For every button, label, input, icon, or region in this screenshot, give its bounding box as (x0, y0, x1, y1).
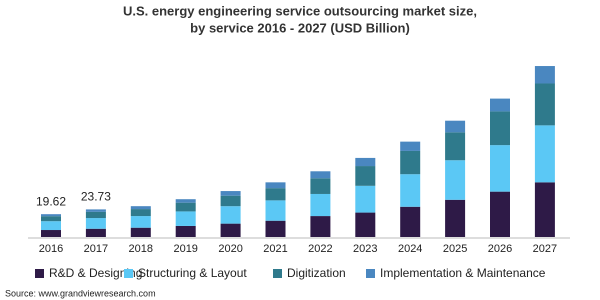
bar-segment (265, 182, 286, 189)
legend-swatch (273, 269, 282, 278)
legend-swatch (35, 269, 44, 278)
bar-segment (310, 216, 331, 237)
bar-segment (85, 211, 106, 219)
chart-title: U.S. energy engineering service outsourc… (123, 3, 477, 18)
bar-segment (310, 171, 331, 179)
bar-segment (490, 98, 510, 112)
bar-segment (175, 199, 196, 203)
bar-segment (534, 182, 555, 237)
bar-segment (265, 188, 286, 201)
bar-segment (490, 191, 510, 237)
bar-segment (400, 141, 421, 151)
bar-segment (490, 145, 510, 192)
x-tick-label: 2021 (263, 243, 287, 255)
bar-segment (85, 209, 106, 212)
bar-segment (130, 227, 151, 237)
x-tick-label: 2025 (443, 243, 467, 255)
bar-segment (490, 111, 510, 146)
x-tick-label: 2017 (84, 243, 108, 255)
x-tick-label: 2016 (39, 243, 63, 255)
bar-segment (400, 174, 421, 207)
bar-segment (445, 132, 466, 161)
bar-segment (355, 166, 376, 186)
bar-segment (175, 202, 196, 212)
legend-label: Structuring & Layout (138, 266, 247, 280)
bar-segment (220, 223, 241, 237)
x-tick-label: 2020 (218, 243, 242, 255)
bar-segment (85, 228, 106, 237)
bar-segment (265, 220, 286, 237)
legend-swatch (124, 269, 133, 278)
bar-segment (85, 218, 106, 229)
bar-segment (175, 211, 196, 226)
legend-swatch (366, 269, 375, 278)
bar-segment (130, 216, 151, 228)
x-tick-label: 2022 (308, 243, 332, 255)
x-tick-label: 2024 (398, 243, 422, 255)
bar-segment (355, 157, 376, 167)
bar-segment (265, 200, 286, 221)
bar-segment (400, 150, 421, 175)
bar-segment (220, 191, 241, 196)
bar-segment (534, 83, 555, 126)
bar-segment (41, 216, 61, 222)
bar-segment (41, 230, 61, 237)
bar-segment (310, 193, 331, 217)
bar-segment (310, 178, 331, 194)
x-tick-label: 2026 (488, 243, 512, 255)
chart-subtitle: by service 2016 - 2027 (USD Billion) (190, 20, 410, 35)
legend-label: Implementation & Maintenance (380, 266, 546, 280)
legend-label: Digitization (287, 266, 346, 280)
x-tick-label: 2023 (353, 243, 377, 255)
bar-segment (130, 206, 151, 210)
bar-segment (534, 66, 555, 84)
bar-segment (445, 120, 466, 133)
bar-segment (445, 199, 466, 237)
bar-segment (175, 225, 196, 237)
legend-label: R&D & Designing (49, 266, 142, 280)
bar-segment (400, 206, 421, 237)
source: Source: www.grandviewresearch.com (5, 288, 156, 298)
bar-segment (41, 214, 61, 217)
x-tick-label: 2019 (173, 243, 197, 255)
total-label: 23.73 (81, 190, 111, 204)
bar-segment (41, 221, 61, 231)
total-label: 19.62 (36, 194, 66, 208)
bar-segment (355, 185, 376, 213)
bar-segment (130, 209, 151, 217)
bar-segment (355, 212, 376, 237)
bar-segment (220, 206, 241, 224)
bar-segment (534, 125, 555, 183)
x-tick-label: 2018 (129, 243, 153, 255)
bar-segment (445, 160, 466, 200)
bar-segment (220, 195, 241, 207)
x-tick-label: 2027 (533, 243, 557, 255)
